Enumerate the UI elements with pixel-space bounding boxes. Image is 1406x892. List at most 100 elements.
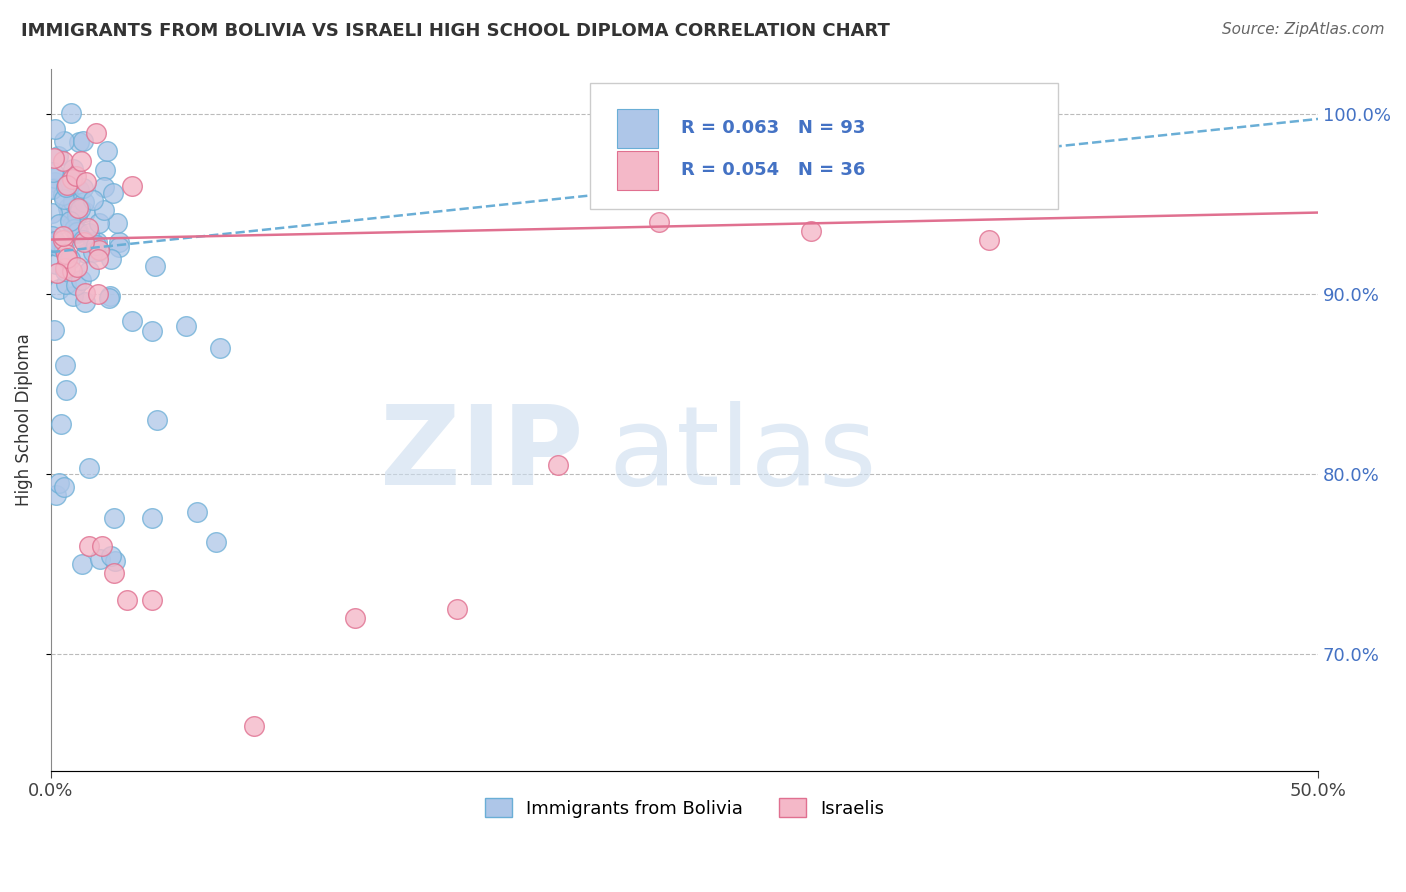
Point [73,194,96,209]
Y-axis label: High School Diploma: High School Diploma [15,334,32,506]
Point [97,291,120,305]
Point [89,551,111,566]
Point [66,226,89,240]
Point [52,187,75,202]
Point [73,235,96,249]
Point [48,217,70,231]
Point [56,201,79,215]
Point [55,178,77,193]
Point [101,186,124,200]
Point [86,287,108,301]
Point [45,257,67,271]
Point [62,194,84,209]
Point [51,417,73,431]
Point [105,216,128,230]
Point [53,264,76,278]
Point [75,176,97,190]
Point [70,154,93,169]
Point [87,243,110,257]
Point [75,246,97,260]
Point [44,176,66,190]
Point [100,549,122,564]
Point [72,181,94,195]
Point [58,205,80,219]
Point [52,229,75,244]
Point [73,204,96,219]
FancyBboxPatch shape [589,83,1059,209]
Point [58,179,80,194]
Point [93,203,115,218]
Point [243,719,266,733]
Point [77,226,100,240]
Text: Source: ZipAtlas.com: Source: ZipAtlas.com [1222,22,1385,37]
Text: ZIP: ZIP [380,401,583,508]
Point [143,259,166,273]
Point [46,149,69,163]
Point [174,319,197,334]
Point [103,511,125,525]
Point [141,325,163,339]
Point [41,206,63,220]
Point [67,183,90,197]
Point [45,238,67,252]
Point [48,476,70,491]
Point [60,172,83,186]
Point [62,194,84,209]
Point [41,235,63,250]
Point [141,511,163,525]
Point [52,480,75,494]
Point [76,221,98,235]
Point [977,233,1000,247]
Point [52,153,75,168]
Point [65,278,87,293]
Text: R = 0.063   N = 93: R = 0.063 N = 93 [681,120,865,137]
Point [87,216,110,230]
Point [547,458,569,472]
Point [77,539,100,553]
Point [72,134,94,148]
Point [42,323,65,337]
Point [100,252,122,266]
Point [82,235,104,250]
Point [52,192,75,206]
Point [104,553,127,567]
Point [86,235,108,249]
Point [90,539,112,553]
Point [69,273,91,287]
Point [55,383,77,397]
Text: IMMIGRANTS FROM BOLIVIA VS ISRAELI HIGH SCHOOL DIPLOMA CORRELATION CHART: IMMIGRANTS FROM BOLIVIA VS ISRAELI HIGH … [21,22,890,40]
Point [648,214,671,228]
Point [115,592,138,607]
Point [42,181,65,195]
Point [86,126,108,140]
Legend: Immigrants from Bolivia, Israelis: Immigrants from Bolivia, Israelis [478,791,891,825]
Point [344,610,367,624]
Point [96,144,118,158]
Point [53,358,76,372]
Point [66,226,89,240]
Point [44,171,66,186]
Point [209,341,232,355]
Point [42,165,65,179]
FancyBboxPatch shape [617,109,658,147]
Point [59,252,82,267]
Point [84,237,107,252]
Point [60,106,83,120]
Point [204,535,226,549]
Point [62,162,84,177]
Point [46,266,69,280]
Point [146,413,169,427]
FancyBboxPatch shape [617,151,658,190]
Point [66,208,89,222]
Point [44,122,66,136]
Point [60,219,83,233]
Point [186,505,208,519]
Point [107,235,129,250]
Point [108,240,131,254]
Point [56,252,79,266]
Point [55,180,77,194]
Point [62,289,84,303]
Point [46,239,69,253]
Point [65,169,87,183]
Point [446,601,468,615]
